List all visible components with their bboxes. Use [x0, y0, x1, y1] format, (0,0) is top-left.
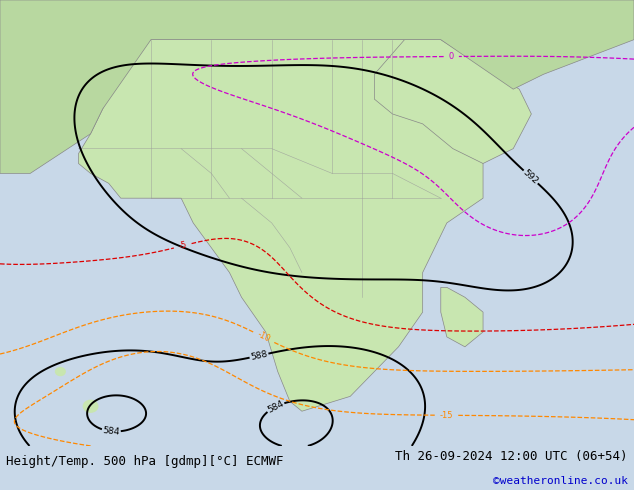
Text: Th 26-09-2024 12:00 UTC (06+54): Th 26-09-2024 12:00 UTC (06+54) — [395, 450, 628, 464]
Text: -10: -10 — [256, 330, 272, 344]
Text: Height/Temp. 500 hPa [gdmp][°C] ECMWF: Height/Temp. 500 hPa [gdmp][°C] ECMWF — [6, 455, 284, 468]
Polygon shape — [0, 0, 634, 173]
Text: 584: 584 — [102, 426, 120, 437]
Polygon shape — [79, 40, 483, 411]
Text: ©weatheronline.co.uk: ©weatheronline.co.uk — [493, 476, 628, 486]
Text: 592: 592 — [521, 168, 540, 186]
Text: 588: 588 — [250, 349, 268, 362]
Circle shape — [56, 368, 65, 375]
Circle shape — [83, 400, 98, 412]
Polygon shape — [374, 40, 531, 164]
Text: 584: 584 — [266, 399, 285, 415]
Text: 0: 0 — [449, 52, 454, 61]
Text: -5: -5 — [178, 241, 188, 251]
Text: -15: -15 — [440, 411, 453, 420]
Polygon shape — [441, 287, 483, 347]
